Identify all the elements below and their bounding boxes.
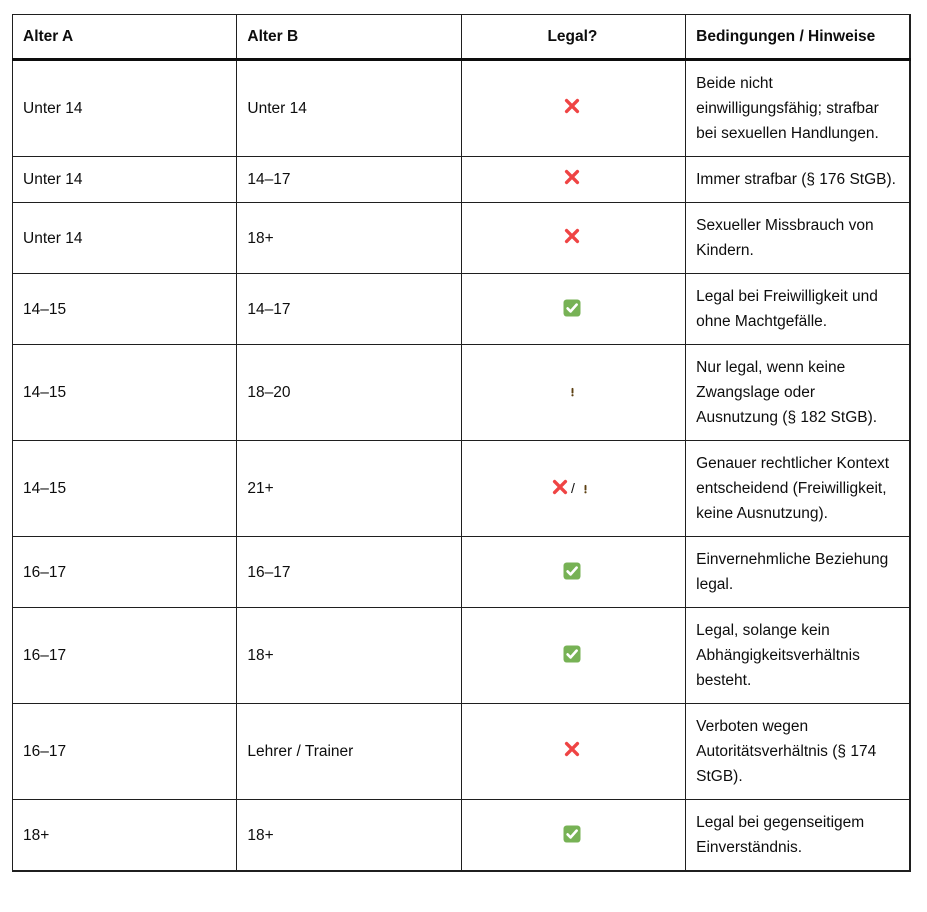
check-mark-icon	[563, 299, 581, 316]
table-row: Unter 14 14–17 Immer strafbar (§ 176 StG…	[11, 156, 911, 203]
table-body: Unter 14 Unter 14 Beide nicht einwilligu…	[11, 59, 911, 872]
cross-mark-icon	[565, 228, 580, 243]
alter-a-cell: 14–15	[11, 440, 238, 537]
alter-b-cell: 16–17	[236, 536, 462, 608]
legal-status-cell	[460, 799, 687, 872]
alter-b-cell: 18+	[236, 799, 462, 872]
legal-status-cell	[460, 156, 687, 203]
alter-a-cell: 14–15	[11, 273, 238, 345]
hinweis-cell: Immer strafbar (§ 176 StGB).	[685, 156, 911, 203]
alter-b-cell: 18+	[236, 202, 462, 274]
hinweis-cell: Legal bei gegenseitigem Einverständnis.	[685, 799, 911, 872]
table-row: 18+ 18+ Legal bei gegenseitigem Einverst…	[11, 799, 911, 872]
alter-a-cell: 16–17	[11, 607, 238, 704]
hinweis-cell: Genauer rechtlicher Kontext entscheidend…	[685, 440, 911, 537]
alter-a-cell: 16–17	[11, 536, 238, 608]
table-row: Unter 14 Unter 14 Beide nicht einwilligu…	[11, 59, 911, 157]
column-header-alter-a: Alter A	[11, 14, 238, 61]
hinweis-cell: Beide nicht einwilligungsfähig; strafbar…	[685, 59, 911, 157]
hinweis-cell: Nur legal, wenn keine Zwangslage oder Au…	[685, 344, 911, 441]
legal-status-cell	[460, 344, 687, 441]
table-row: Unter 14 18+ Sexueller Missbrauch von Ki…	[11, 202, 911, 274]
table-header: Alter A Alter B Legal? Bedingungen / Hin…	[11, 14, 911, 61]
cross-mark-icon	[565, 169, 580, 185]
alter-a-cell: Unter 14	[11, 156, 238, 203]
hinweis-cell: Legal bei Freiwilligkeit und ohne Machtg…	[685, 273, 911, 345]
table-row: 14–15 18–20 Nur legal, wenn keine Zwangs…	[11, 344, 911, 441]
legal-status-cell	[460, 59, 687, 157]
check-mark-icon	[563, 825, 581, 842]
table-row: 14–15 21+ / Genauer rechtlicher Kontext …	[11, 440, 911, 537]
alter-b-cell: Unter 14	[236, 59, 462, 157]
legal-status-cell	[460, 536, 687, 608]
table-row: 16–17 16–17 Einvernehmliche Beziehung le…	[11, 536, 911, 608]
legal-status-cell	[460, 202, 687, 274]
legal-status-cell: /	[460, 440, 687, 537]
cross-mark-icon	[552, 479, 568, 494]
check-mark-icon	[563, 562, 581, 579]
warning-icon	[563, 382, 582, 399]
warning-icon	[576, 479, 595, 495]
alter-a-cell: 16–17	[11, 703, 238, 800]
alter-a-cell: Unter 14	[11, 59, 238, 157]
column-header-bedingungen: Bedingungen / Hinweise	[685, 14, 911, 61]
table-row: 16–17 Lehrer / Trainer Verboten wegen Au…	[11, 703, 911, 800]
column-header-alter-b: Alter B	[236, 14, 462, 61]
hinweis-cell: Legal, solange kein Abhängigkeitsverhält…	[685, 607, 911, 704]
legal-status-cell	[460, 607, 687, 704]
cross-mark-icon	[565, 741, 580, 757]
header-row: Alter A Alter B Legal? Bedingungen / Hin…	[11, 14, 911, 61]
hinweis-cell: Verboten wegen Autoritätsverhältnis (§ 1…	[685, 703, 911, 800]
column-header-legal: Legal?	[460, 14, 687, 61]
slash-separator: /	[570, 479, 575, 496]
alter-a-cell: 14–15	[11, 344, 238, 441]
alter-b-cell: 18–20	[236, 344, 462, 441]
alter-b-cell: 14–17	[236, 156, 462, 203]
alter-b-cell: 21+	[236, 440, 462, 537]
alter-b-cell: 14–17	[236, 273, 462, 345]
check-mark-icon	[563, 645, 581, 663]
table-row: 14–15 14–17 Legal bei Freiwilligkeit und…	[11, 273, 911, 345]
legal-status-cell	[460, 703, 687, 800]
alter-a-cell: Unter 14	[11, 202, 238, 274]
table-row: 16–17 18+ Legal, solange kein Abhängigke…	[11, 607, 911, 704]
hinweis-cell: Sexueller Missbrauch von Kindern.	[685, 202, 911, 274]
alter-a-cell: 18+	[11, 799, 238, 872]
age-of-consent-table: Alter A Alter B Legal? Bedingungen / Hin…	[11, 14, 911, 872]
alter-b-cell: Lehrer / Trainer	[236, 703, 462, 800]
cross-mark-icon	[565, 98, 580, 114]
hinweis-cell: Einvernehmliche Beziehung legal.	[685, 536, 911, 608]
alter-b-cell: 18+	[236, 607, 462, 704]
legal-status-cell	[460, 273, 687, 345]
